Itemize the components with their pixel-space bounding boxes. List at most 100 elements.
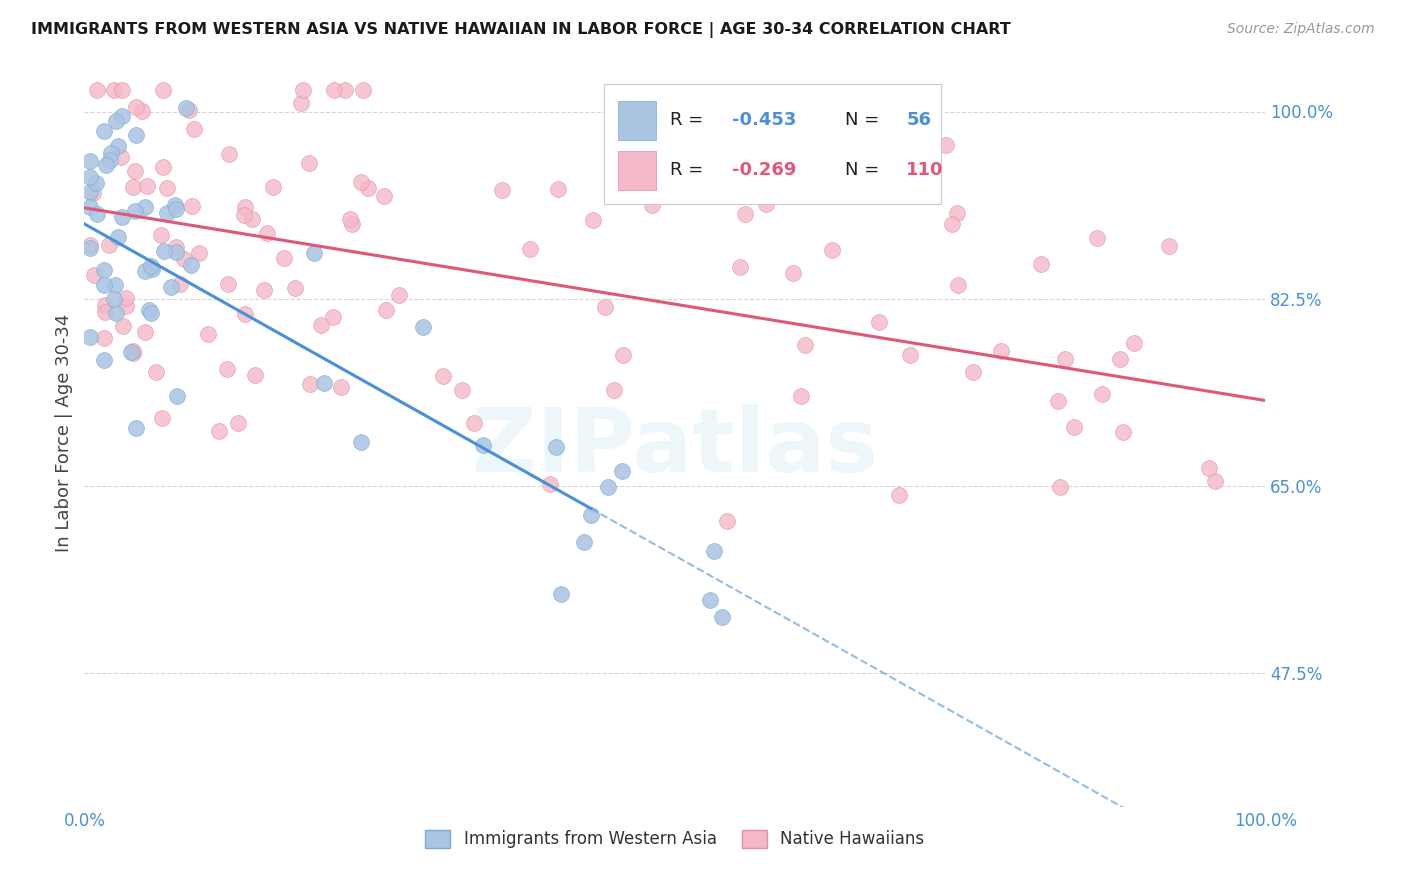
Point bbox=[110, 150, 132, 164]
Point bbox=[152, 244, 174, 258]
Point bbox=[83, 268, 105, 283]
Point bbox=[208, 424, 231, 438]
Text: N =: N = bbox=[845, 161, 884, 179]
Point bbox=[79, 186, 101, 200]
Point bbox=[124, 164, 146, 178]
Point bbox=[593, 300, 616, 314]
Point bbox=[546, 440, 568, 454]
Text: 56: 56 bbox=[907, 112, 931, 129]
Point bbox=[339, 211, 361, 226]
Point bbox=[309, 318, 332, 332]
Point bbox=[160, 279, 183, 293]
Point bbox=[180, 199, 202, 213]
Point bbox=[730, 260, 752, 275]
Point bbox=[711, 610, 734, 624]
Point bbox=[174, 101, 197, 115]
Point bbox=[79, 169, 101, 184]
Point bbox=[312, 376, 335, 390]
Point bbox=[1085, 230, 1108, 244]
Point bbox=[290, 95, 312, 110]
Point bbox=[97, 238, 120, 252]
Point bbox=[82, 186, 104, 201]
Point bbox=[547, 182, 569, 196]
Point bbox=[93, 353, 115, 368]
Point bbox=[156, 181, 179, 195]
Point bbox=[94, 158, 117, 172]
Legend: Immigrants from Western Asia, Native Hawaiians: Immigrants from Western Asia, Native Haw… bbox=[419, 823, 931, 855]
Point bbox=[340, 217, 363, 231]
Point bbox=[898, 348, 921, 362]
Point bbox=[887, 488, 910, 502]
Point bbox=[122, 343, 145, 358]
Point bbox=[124, 204, 146, 219]
Point bbox=[93, 331, 115, 345]
Point bbox=[471, 438, 494, 452]
Point bbox=[93, 277, 115, 292]
Point bbox=[304, 246, 326, 260]
Point bbox=[120, 345, 142, 359]
Point bbox=[463, 416, 485, 430]
Point bbox=[233, 200, 256, 214]
Point bbox=[165, 202, 187, 216]
Point bbox=[412, 320, 434, 334]
Point bbox=[79, 237, 101, 252]
Point bbox=[572, 534, 595, 549]
Point bbox=[114, 291, 136, 305]
Text: ZIPatlas: ZIPatlas bbox=[472, 404, 877, 491]
Point bbox=[145, 365, 167, 379]
Point bbox=[612, 348, 634, 362]
Point bbox=[233, 307, 256, 321]
Point bbox=[233, 208, 256, 222]
Point bbox=[93, 262, 115, 277]
Point bbox=[152, 161, 174, 175]
Point bbox=[292, 83, 315, 97]
Point bbox=[177, 103, 200, 117]
Y-axis label: In Labor Force | Age 30-34: In Labor Force | Age 30-34 bbox=[55, 313, 73, 552]
Point bbox=[226, 417, 249, 431]
Point bbox=[103, 83, 125, 97]
Point bbox=[138, 303, 160, 318]
Point bbox=[100, 146, 122, 161]
Text: -0.269: -0.269 bbox=[731, 161, 796, 179]
Point bbox=[1046, 394, 1069, 409]
Text: N =: N = bbox=[845, 112, 884, 129]
Point bbox=[134, 201, 156, 215]
Point bbox=[935, 138, 957, 153]
Point bbox=[124, 128, 146, 143]
Point bbox=[94, 298, 117, 312]
Point bbox=[79, 241, 101, 255]
Point bbox=[1112, 425, 1135, 439]
Point bbox=[699, 593, 721, 607]
Point bbox=[782, 266, 804, 280]
Point bbox=[79, 154, 101, 169]
Point bbox=[821, 243, 844, 257]
Point bbox=[166, 389, 188, 403]
Point bbox=[111, 318, 134, 333]
Point bbox=[793, 337, 815, 351]
Point bbox=[122, 180, 145, 194]
Point bbox=[217, 277, 239, 291]
Point bbox=[990, 343, 1012, 358]
Point bbox=[183, 122, 205, 136]
Text: -0.453: -0.453 bbox=[731, 112, 796, 129]
Point bbox=[322, 310, 344, 325]
Point bbox=[374, 303, 396, 318]
Point bbox=[734, 207, 756, 221]
Point bbox=[284, 281, 307, 295]
Point bbox=[579, 508, 602, 522]
Point bbox=[125, 421, 148, 435]
Point bbox=[125, 100, 148, 114]
Point bbox=[333, 83, 356, 97]
Point bbox=[111, 210, 134, 224]
Point bbox=[93, 305, 115, 319]
Point bbox=[1063, 420, 1085, 434]
Point bbox=[86, 207, 108, 221]
Point bbox=[323, 83, 346, 97]
Point bbox=[432, 369, 454, 384]
Point bbox=[298, 155, 321, 169]
Bar bbox=[619, 101, 657, 140]
Point bbox=[105, 114, 128, 128]
Point bbox=[1198, 460, 1220, 475]
Point bbox=[703, 544, 725, 558]
Point bbox=[104, 306, 127, 320]
